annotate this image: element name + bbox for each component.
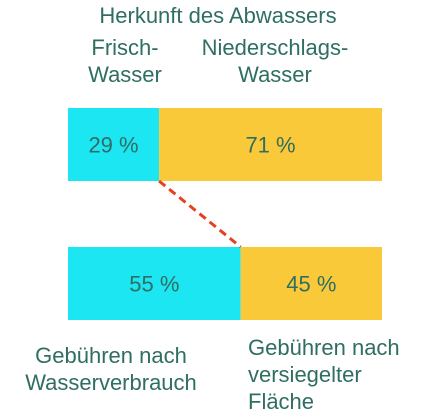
label-gebuehren-wasserverbrauch-line-2: Wasserverbrauch <box>25 370 197 395</box>
chart-title: Herkunft des Abwassers <box>99 3 337 28</box>
label-gebuehren-flaeche-line-1: Gebühren nach <box>248 335 400 360</box>
label-frischwasser-line-2: Wasser <box>88 62 162 87</box>
label-frischwasser: Frisch- Wasser <box>60 34 190 88</box>
label-gebuehren-flaeche: Gebühren nach versiegelter Fläche <box>248 334 436 415</box>
dashed-connector-line <box>158 179 242 249</box>
bottom-bar-value-label-1: 55 % <box>129 272 179 297</box>
label-gebuehren-wasserverbrauch: Gebühren nach Wasserverbrauch <box>0 342 222 396</box>
bottom-bar-segment-1 <box>68 247 241 320</box>
bottom-bar-segment-2 <box>240 247 382 320</box>
label-frischwasser-line-1: Frisch- <box>91 35 159 60</box>
top-bar-segment-2 <box>159 108 382 181</box>
top-bar-value-label-1: 29 % <box>88 133 138 158</box>
label-niederschlagswasser-line-1: Niederschlags- <box>201 35 349 60</box>
label-gebuehren-wasserverbrauch-line-1: Gebühren nach <box>35 343 187 368</box>
label-niederschlagswasser: Niederschlags- Wasser <box>180 34 370 88</box>
label-gebuehren-flaeche-line-2: versiegelter <box>248 362 362 387</box>
top-bar-segment-1 <box>68 108 160 181</box>
label-niederschlagswasser-line-2: Wasser <box>238 62 312 87</box>
top-bar-value-label-2: 71 % <box>245 133 295 158</box>
label-gebuehren-flaeche-line-3: Fläche <box>248 389 315 414</box>
bottom-bar-value-label-2: 45 % <box>286 272 336 297</box>
